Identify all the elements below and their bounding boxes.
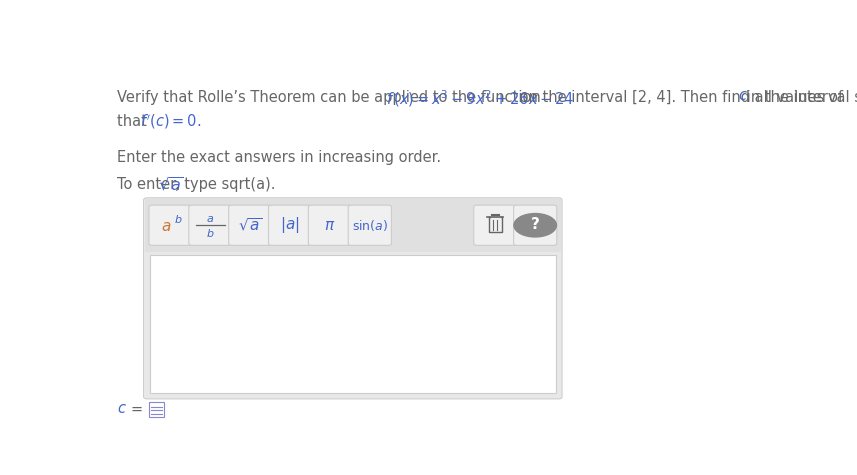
Text: $a$: $a$ [207, 214, 214, 224]
FancyBboxPatch shape [474, 205, 517, 246]
Text: on the interval [2, 4]. Then find all values of: on the interval [2, 4]. Then find all va… [515, 90, 848, 105]
Text: $b$: $b$ [207, 227, 214, 238]
FancyBboxPatch shape [189, 205, 232, 246]
Text: Enter the exact answers in increasing order.: Enter the exact answers in increasing or… [117, 150, 441, 165]
Text: $\pi$: $\pi$ [324, 218, 336, 233]
FancyBboxPatch shape [229, 205, 272, 246]
Text: To enter: To enter [117, 177, 181, 192]
Text: , type sqrt(a).: , type sqrt(a). [175, 177, 275, 192]
Text: $f\,(x) = x^3 - 9x^2 + 26x - 24$: $f\,(x) = x^3 - 9x^2 + 26x - 24$ [386, 88, 574, 109]
FancyBboxPatch shape [309, 205, 351, 246]
Text: $c$: $c$ [739, 88, 748, 104]
Text: $\sin(a)$: $\sin(a)$ [351, 218, 388, 233]
FancyBboxPatch shape [268, 205, 312, 246]
Text: Verify that Rolle’s Theorem can be applied to the function: Verify that Rolle’s Theorem can be appli… [117, 90, 545, 105]
Text: in the interval such: in the interval such [742, 90, 857, 105]
FancyBboxPatch shape [144, 198, 562, 399]
Text: ?: ? [530, 217, 540, 232]
Text: that: that [117, 114, 152, 129]
Circle shape [514, 214, 556, 237]
Text: $b$: $b$ [174, 213, 183, 226]
Text: $\sqrt{a}$: $\sqrt{a}$ [237, 217, 263, 234]
Text: =: = [130, 401, 142, 417]
FancyBboxPatch shape [149, 401, 164, 417]
Text: $f^{\prime}(c) = 0.$: $f^{\prime}(c) = 0.$ [140, 112, 201, 131]
FancyBboxPatch shape [150, 255, 556, 393]
FancyBboxPatch shape [145, 199, 560, 252]
Text: $|a|$: $|a|$ [280, 215, 300, 235]
Text: $a$: $a$ [161, 219, 171, 234]
FancyBboxPatch shape [149, 205, 192, 246]
Text: $c$: $c$ [117, 401, 127, 417]
Text: $\sqrt{a}$: $\sqrt{a}$ [158, 175, 184, 193]
FancyBboxPatch shape [348, 205, 392, 246]
FancyBboxPatch shape [513, 205, 557, 246]
